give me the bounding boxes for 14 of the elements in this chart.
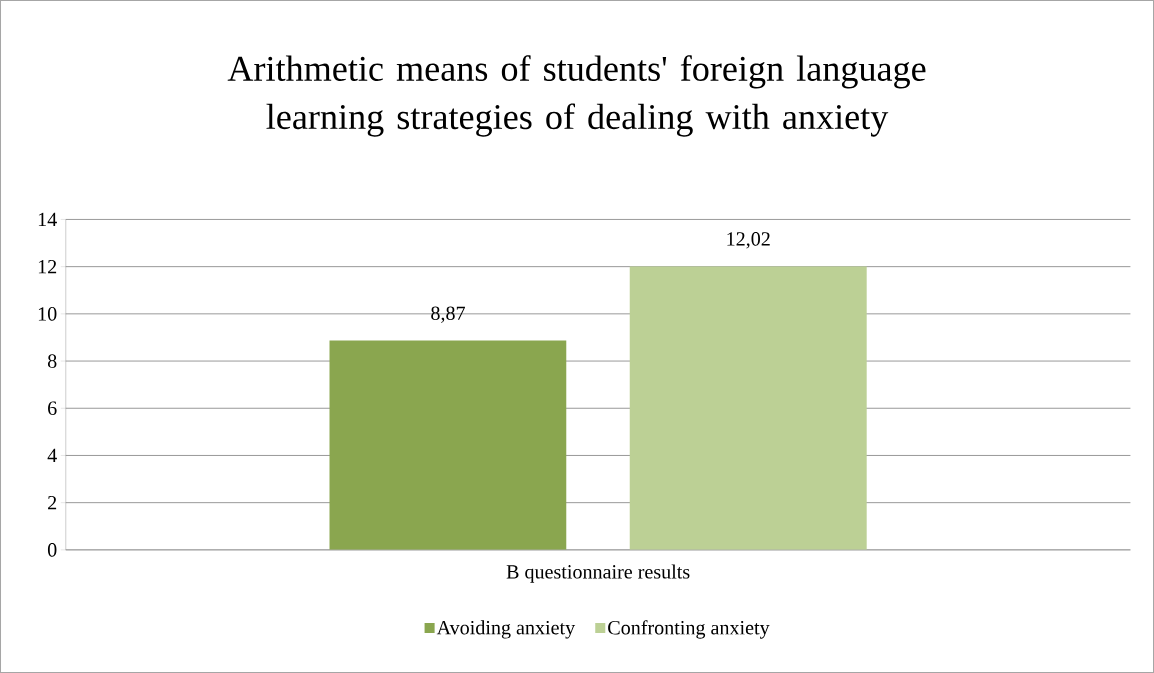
y-tick-label: 14 [38, 212, 57, 227]
data-label: 12,02 [727, 232, 770, 249]
y-tick-label: 2 [48, 496, 57, 510]
chart-title: Arithmetic means of students' foreign language learning strategies of dealing with anxiety [227, 55, 926, 137]
data-label: 8,87 [431, 306, 465, 323]
y-tick-label: 8 [47, 354, 57, 368]
y-tick-label: 10 [38, 307, 57, 321]
y-tick-label: 6 [48, 401, 57, 416]
y-tick-label: 4 [47, 448, 57, 463]
x-tick-label: B questionnaire results [506, 564, 690, 583]
y-tick-label: 0 [47, 543, 57, 557]
legend-label: Avoiding anxiety [436, 620, 576, 639]
legend-label: Confronting anxiety [608, 620, 770, 639]
y-tick-label: 12 [38, 260, 57, 274]
